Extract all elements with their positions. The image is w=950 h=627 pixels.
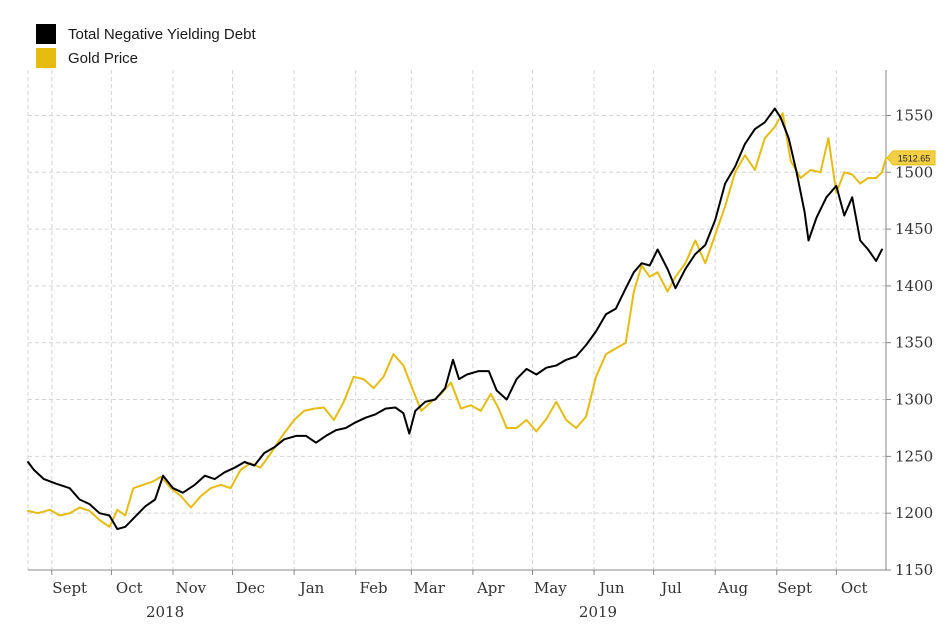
x-tick-label: Oct (116, 579, 143, 597)
x-year-label: 2018 (146, 603, 184, 621)
y-tick-label: 1150 (895, 561, 933, 579)
y-tick-label: 1350 (895, 334, 933, 352)
legend-item-negative-yield-debt: Total Negative Yielding Debt (36, 22, 256, 46)
axes (28, 70, 891, 575)
gridlines (27, 70, 886, 570)
x-tick-label: Aug (717, 579, 748, 597)
legend-label: Gold Price (68, 49, 139, 67)
x-tick-label: May (534, 579, 567, 597)
y-tick-label: 1300 (895, 391, 933, 409)
x-tick-label: Jun (597, 579, 625, 597)
series-line-negative-yield-debt (27, 107, 883, 531)
price-tag-value: 1512.65 (898, 153, 931, 163)
x-tick-label: Sept (777, 579, 812, 597)
x-tick-label: Jan (298, 579, 325, 597)
x-tick-label: Nov (176, 579, 207, 597)
tick-labels: 1150 1200 1250 1300 1350 1400 1450 1500 1550 Sept… (52, 106, 933, 621)
legend-swatch-gold (36, 48, 56, 68)
last-price-tag: 1512.65 (886, 150, 936, 166)
x-tick-label: Oct (841, 579, 868, 597)
y-tick-label: 1200 (895, 504, 933, 522)
y-tick-label: 1450 (895, 220, 933, 238)
x-tick-label: Apr (476, 579, 505, 597)
legend-label: Total Negative Yielding Debt (68, 25, 256, 43)
chart-legend: Total Negative Yielding Debt Gold Price (36, 22, 256, 70)
legend-swatch-black (36, 24, 56, 44)
y-tick-label: 1550 (895, 106, 933, 124)
x-tick-label: Dec (236, 579, 265, 597)
x-tick-label: Jul (659, 579, 682, 597)
legend-item-gold-price: Gold Price (36, 46, 256, 70)
x-tick-label: Sept (52, 579, 87, 597)
x-tick-label: Mar (413, 579, 445, 597)
series-line-gold-price (27, 112, 887, 528)
x-year-label: 2019 (579, 603, 617, 621)
y-tick-label: 1500 (895, 163, 933, 181)
y-tick-label: 1400 (895, 277, 933, 295)
series-lines (27, 107, 887, 531)
price-tag-shape (886, 150, 936, 166)
x-tick-label: Feb (360, 579, 388, 597)
y-tick-label: 1250 (895, 447, 933, 465)
